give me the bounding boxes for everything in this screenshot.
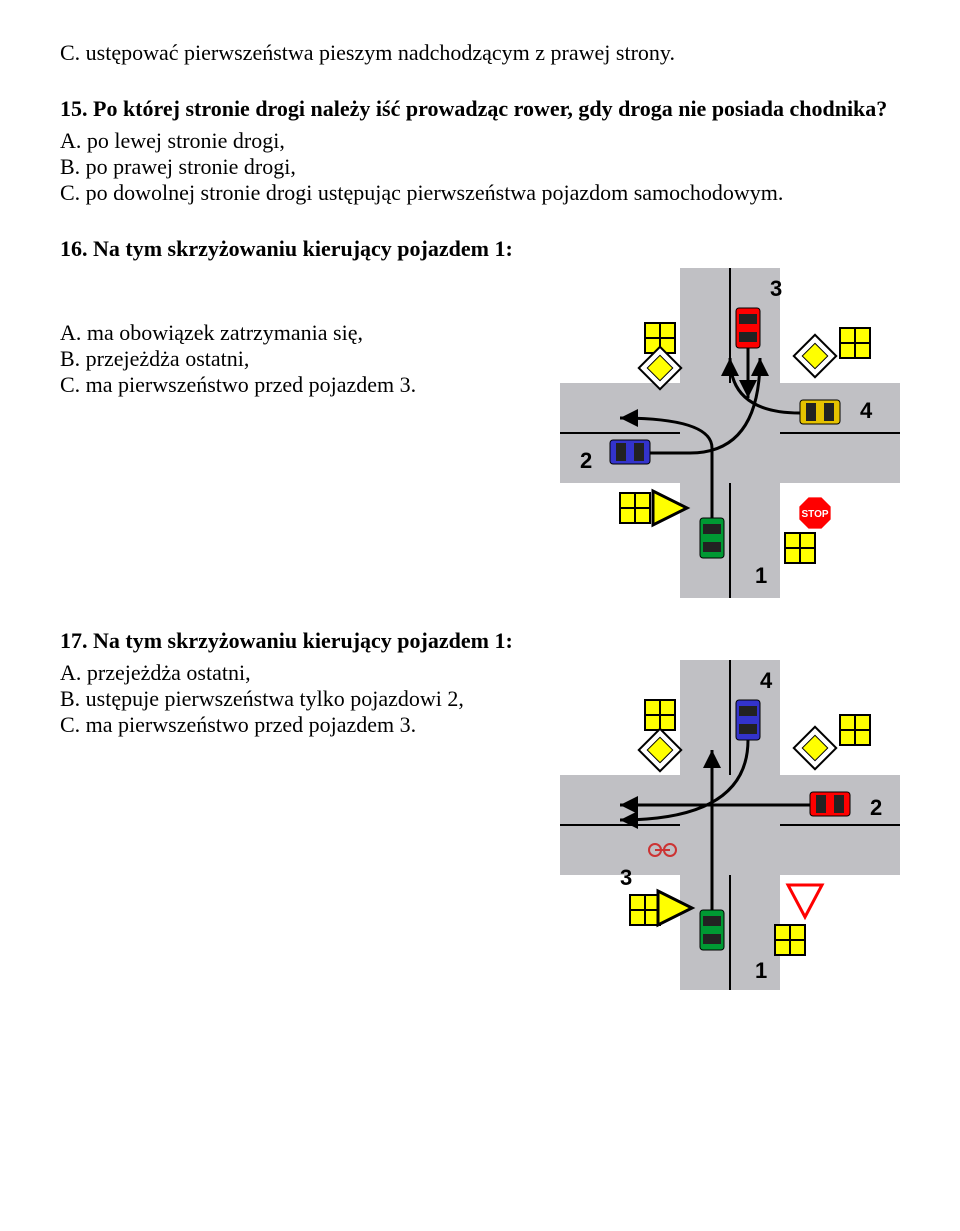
svg-text:4: 4 (860, 398, 873, 423)
svg-text:4: 4 (760, 668, 773, 693)
q15-optB: B. po prawej stronie drogi, (60, 154, 900, 180)
svg-text:3: 3 (620, 865, 632, 890)
q16-optB: B. przejeżdża ostatni, (60, 346, 540, 372)
q15-title: 15. Po której stronie drogi należy iść p… (60, 96, 900, 122)
q16-optA: A. ma obowiązek zatrzymania się, (60, 320, 540, 346)
q14-tail: C. ustępować pierwszeństwa pieszym nadch… (60, 40, 900, 66)
q15-optA: A. po lewej stronie drogi, (60, 128, 900, 154)
q17: 17. Na tym skrzyżowaniu kierujący pojazd… (60, 628, 900, 990)
svg-text:STOP: STOP (801, 509, 828, 520)
q17-title: 17. Na tym skrzyżowaniu kierujący pojazd… (60, 628, 900, 654)
q14-optC: C. ustępować pierwszeństwa pieszym nadch… (60, 40, 900, 66)
svg-text:2: 2 (580, 448, 592, 473)
q17-optB: B. ustępuje pierwszeństwa tylko pojazdow… (60, 686, 540, 712)
svg-text:1: 1 (755, 563, 767, 588)
q16-figure: 3 4 2 1 STOP (560, 268, 900, 598)
q16-optC: C. ma pierwszeństwo przed pojazdem 3. (60, 372, 540, 398)
q15-optC: C. po dowolnej stronie drogi ustępując p… (60, 180, 900, 206)
q17-optC: C. ma pierwszeństwo przed pojazdem 3. (60, 712, 540, 738)
svg-text:2: 2 (870, 795, 882, 820)
svg-text:3: 3 (770, 276, 782, 301)
q16-title: 16. Na tym skrzyżowaniu kierujący pojazd… (60, 236, 900, 262)
q15: 15. Po której stronie drogi należy iść p… (60, 96, 900, 206)
svg-text:1: 1 (755, 958, 767, 983)
q17-optA: A. przejeżdża ostatni, (60, 660, 540, 686)
q17-figure: 4 2 3 1 (560, 660, 900, 990)
q16: 16. Na tym skrzyżowaniu kierujący pojazd… (60, 236, 900, 598)
